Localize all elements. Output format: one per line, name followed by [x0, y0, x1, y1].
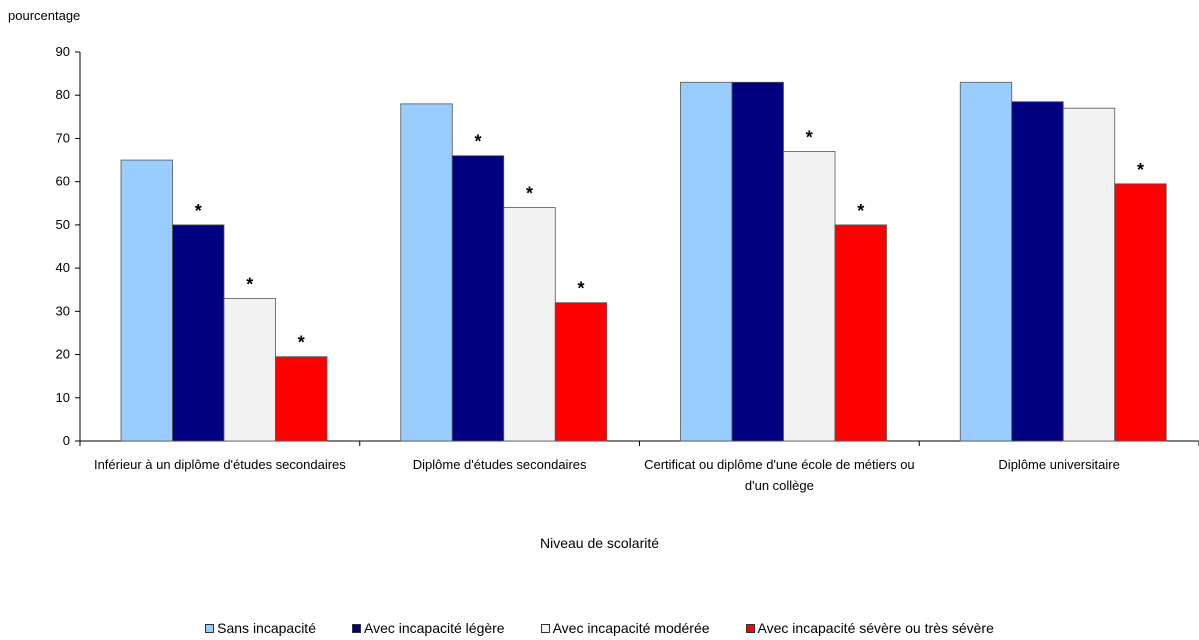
legend-swatch [205, 623, 215, 633]
legend-entry: Sans incapacité [205, 620, 316, 636]
legend-swatch [540, 623, 550, 633]
y-tick-label: 30 [56, 303, 70, 318]
bar [1062, 107, 1116, 442]
x-tick-label: Inférieur à un diplôme d'études secondai… [94, 457, 346, 472]
significance-marker: * [195, 201, 202, 221]
legend-entry: Avec incapacité modérée [540, 620, 710, 636]
y-tick-label: 90 [56, 44, 70, 59]
bar [172, 224, 225, 442]
legend: Sans incapacité Avec incapacité légère Ave… [0, 620, 1199, 636]
legend-label: Avec incapacité modérée [552, 620, 710, 636]
significance-marker: * [474, 132, 481, 152]
x-tick-label: Diplôme universitaire [998, 457, 1119, 472]
y-tick-label: 10 [56, 390, 70, 405]
y-tick-label: 60 [56, 174, 70, 189]
legend-label: Sans incapacité [217, 620, 316, 636]
legend-entry: Avec incapacité sévère ou très sévère [745, 620, 994, 636]
bar [1011, 101, 1064, 442]
y-tick-label: 80 [56, 87, 70, 102]
significance-marker: * [577, 279, 584, 299]
y-axis-label: pourcentage [8, 8, 81, 23]
legend-swatch [745, 623, 755, 633]
legend-label: Avec incapacité légère [363, 620, 505, 636]
significance-marker: * [806, 127, 813, 147]
x-tick-label: Diplôme d'études secondaires [413, 457, 587, 472]
bar [400, 103, 453, 442]
significance-marker: * [298, 333, 305, 353]
bar [959, 81, 1013, 442]
significance-marker: * [246, 274, 253, 294]
bar [783, 151, 836, 442]
y-tick-label: 20 [56, 347, 70, 362]
legend-swatch [351, 623, 361, 633]
legend-entry: Avec incapacité légère [351, 620, 505, 636]
x-tick-label: d'un collège [745, 478, 814, 493]
x-tick-label: Certificat ou diplôme d'une école de mét… [644, 457, 915, 472]
significance-marker: * [526, 184, 533, 204]
x-tick-labels: Inférieur à un diplôme d'études secondai… [94, 457, 1120, 493]
y-tick-label: 70 [56, 130, 70, 145]
bars: * * * * * * * * * [120, 81, 1167, 442]
bar [680, 81, 733, 442]
y-tick-label: 40 [56, 260, 70, 275]
legend-label: Avec incapacité sévère ou très sévère [757, 620, 994, 636]
significance-marker: * [857, 201, 864, 221]
bar [223, 297, 276, 442]
significance-marker: * [1137, 160, 1144, 180]
bar [731, 81, 784, 442]
bar [1114, 183, 1167, 442]
bar [834, 224, 887, 442]
y-tick-label: 50 [56, 217, 70, 232]
bar [275, 356, 328, 442]
y-tick-label: 0 [63, 433, 70, 448]
bar [120, 159, 173, 442]
x-axis-label: Niveau de scolarité [539, 535, 660, 551]
bar [451, 155, 505, 442]
bar [503, 207, 556, 442]
bar [554, 302, 608, 442]
